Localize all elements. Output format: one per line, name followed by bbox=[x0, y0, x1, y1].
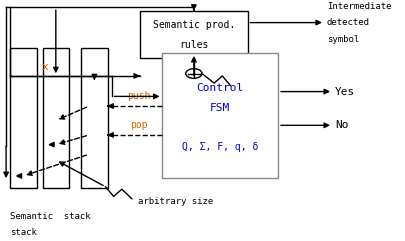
Bar bbox=[10, 48, 36, 188]
Text: Control: Control bbox=[196, 83, 243, 93]
Text: Semantic prod.: Semantic prod. bbox=[152, 20, 234, 30]
Text: pop: pop bbox=[130, 120, 147, 130]
Text: No: No bbox=[334, 120, 347, 130]
Text: stack: stack bbox=[10, 228, 37, 237]
Text: Q, Σ, F, q, δ: Q, Σ, F, q, δ bbox=[181, 142, 258, 152]
Text: detected: detected bbox=[326, 18, 369, 27]
Bar bbox=[81, 48, 107, 188]
Text: Semantic  stack: Semantic stack bbox=[10, 212, 91, 221]
Bar bbox=[140, 11, 247, 58]
Text: Yes: Yes bbox=[334, 87, 354, 97]
Bar bbox=[43, 48, 69, 188]
Text: x: x bbox=[41, 62, 48, 73]
Bar bbox=[162, 53, 277, 178]
Text: push: push bbox=[127, 91, 150, 101]
Text: symbol: symbol bbox=[326, 35, 358, 44]
Text: Intermediate: Intermediate bbox=[326, 1, 390, 11]
Text: FSM: FSM bbox=[210, 103, 230, 113]
Text: arbitrary size: arbitrary size bbox=[138, 197, 213, 206]
Text: rules: rules bbox=[179, 40, 208, 50]
